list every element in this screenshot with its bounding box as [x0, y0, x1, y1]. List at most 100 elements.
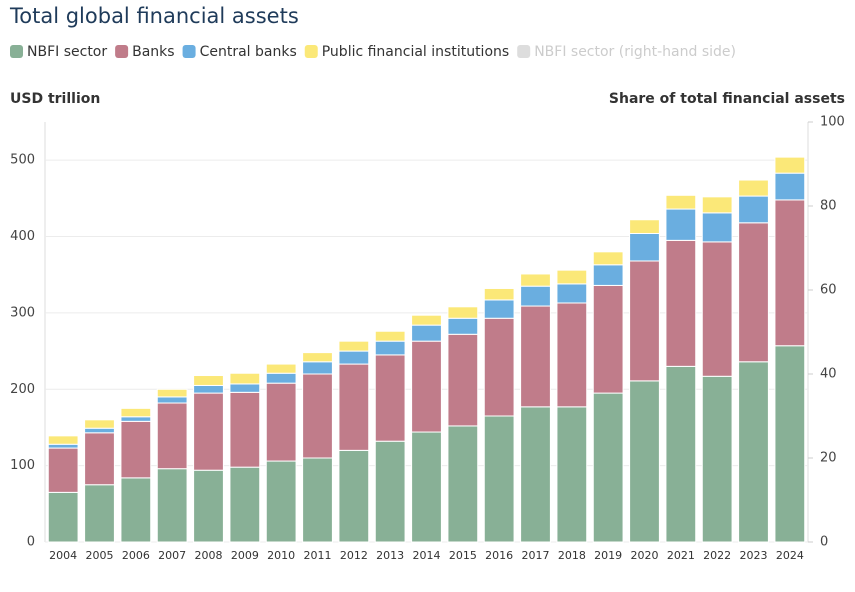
y-tick-label: 100 [10, 458, 35, 473]
bar-segment [193, 392, 224, 471]
x-tick-label: 2011 [304, 549, 332, 562]
legend-label[interactable]: NBFI sector (right-hand side) [534, 44, 736, 60]
bar-segment [302, 352, 333, 363]
chart-title: Total global financial assets [9, 4, 299, 28]
bar-segment [156, 402, 188, 470]
bar-segment [265, 363, 297, 374]
bar-segment [411, 340, 442, 433]
legend-label[interactable]: Central banks [200, 44, 297, 60]
bar-segment [701, 241, 733, 377]
bar-segment [120, 416, 152, 422]
x-tick-label: 2012 [340, 549, 368, 562]
bar-segment [592, 284, 624, 394]
bar-segment [520, 406, 551, 543]
bar-segment [556, 302, 588, 408]
bar-segment [556, 283, 588, 304]
legend-swatch[interactable] [115, 45, 129, 58]
bar-segment [229, 391, 261, 468]
bar-segment [338, 350, 370, 365]
x-tick-label: 2020 [631, 549, 659, 562]
x-tick-label: 2014 [413, 549, 441, 562]
bar-segment [302, 361, 333, 375]
bar-segment [411, 431, 442, 543]
bar-segment [411, 324, 442, 342]
bar-segment [447, 425, 479, 543]
bar-segment [84, 484, 115, 543]
x-tick-label: 2015 [449, 549, 477, 562]
legend-swatch[interactable] [304, 45, 318, 58]
bar-segment [84, 427, 115, 434]
bar-segment [592, 392, 624, 543]
legend-label[interactable]: NBFI sector [27, 44, 107, 60]
bar-segment [265, 382, 297, 462]
bar-segment [193, 375, 224, 386]
x-tick-label: 2009 [231, 549, 259, 562]
bar-segment [265, 460, 297, 543]
x-tick-label: 2017 [522, 549, 550, 562]
x-tick-label: 2024 [776, 549, 804, 562]
x-tick-label: 2004 [49, 549, 77, 562]
bar-segment [84, 419, 115, 429]
legend-swatch[interactable] [517, 45, 531, 58]
bar-segment [411, 314, 442, 326]
bar-segment [774, 345, 806, 543]
y2-tick-label: 60 [820, 283, 837, 298]
bar-segment [47, 491, 79, 543]
y2-tick-label: 40 [820, 367, 837, 382]
bar-segment [374, 330, 406, 342]
bar-segment [447, 317, 479, 335]
x-tick-label: 2018 [558, 549, 586, 562]
bar-segment [374, 440, 406, 543]
y2-tick-label: 80 [820, 199, 837, 214]
x-tick-label: 2005 [86, 549, 114, 562]
legend-swatch[interactable] [10, 45, 23, 58]
bar-segment [120, 477, 152, 543]
bar-segment [701, 196, 733, 214]
bar-segment [701, 212, 733, 243]
x-tick-label: 2016 [485, 549, 513, 562]
legend-label[interactable]: Banks [132, 44, 174, 60]
bar-segment [665, 239, 697, 367]
y2-axis-title: Share of total financial assets [609, 91, 845, 107]
bar-segment [302, 373, 333, 459]
bar-segment [193, 469, 224, 543]
bar-segment [520, 285, 551, 307]
y2-tick-label: 0 [820, 535, 828, 550]
bar-segment [556, 406, 588, 543]
bar-segment [265, 372, 297, 384]
x-tick-label: 2019 [594, 549, 622, 562]
bar-segment [629, 380, 660, 543]
bar-segment [629, 232, 660, 262]
bar-segment [447, 306, 479, 319]
x-tick-label: 2021 [667, 549, 695, 562]
bar-segment [338, 363, 370, 451]
bar-segment [156, 468, 188, 543]
legend-swatch[interactable] [182, 45, 196, 58]
bar-segment [629, 260, 660, 382]
legend-label[interactable]: Public financial institutions [322, 44, 509, 60]
bar-segment [447, 333, 479, 427]
bar-segment [156, 396, 188, 404]
bar-segment [738, 179, 769, 197]
bar-segment [302, 457, 333, 543]
bar-segment [483, 299, 515, 319]
bar-segment [229, 466, 261, 543]
bar-segment [701, 375, 733, 543]
x-tick-label: 2006 [122, 549, 150, 562]
bar-segment [483, 287, 515, 301]
x-tick-label: 2023 [740, 549, 768, 562]
bar-segment [47, 435, 79, 445]
y2-tick-label: 100 [820, 115, 845, 130]
bar-segment [665, 365, 697, 543]
bar-segment [520, 273, 551, 287]
bar-segment [47, 447, 79, 493]
bar-segment [483, 415, 515, 543]
bar-segment [47, 443, 79, 449]
y-tick-label: 200 [10, 382, 35, 397]
bar-segment [193, 384, 224, 394]
bar-segment [738, 195, 769, 224]
bar-segment [738, 222, 769, 363]
bar-segment [592, 264, 624, 286]
x-tick-label: 2008 [195, 549, 223, 562]
